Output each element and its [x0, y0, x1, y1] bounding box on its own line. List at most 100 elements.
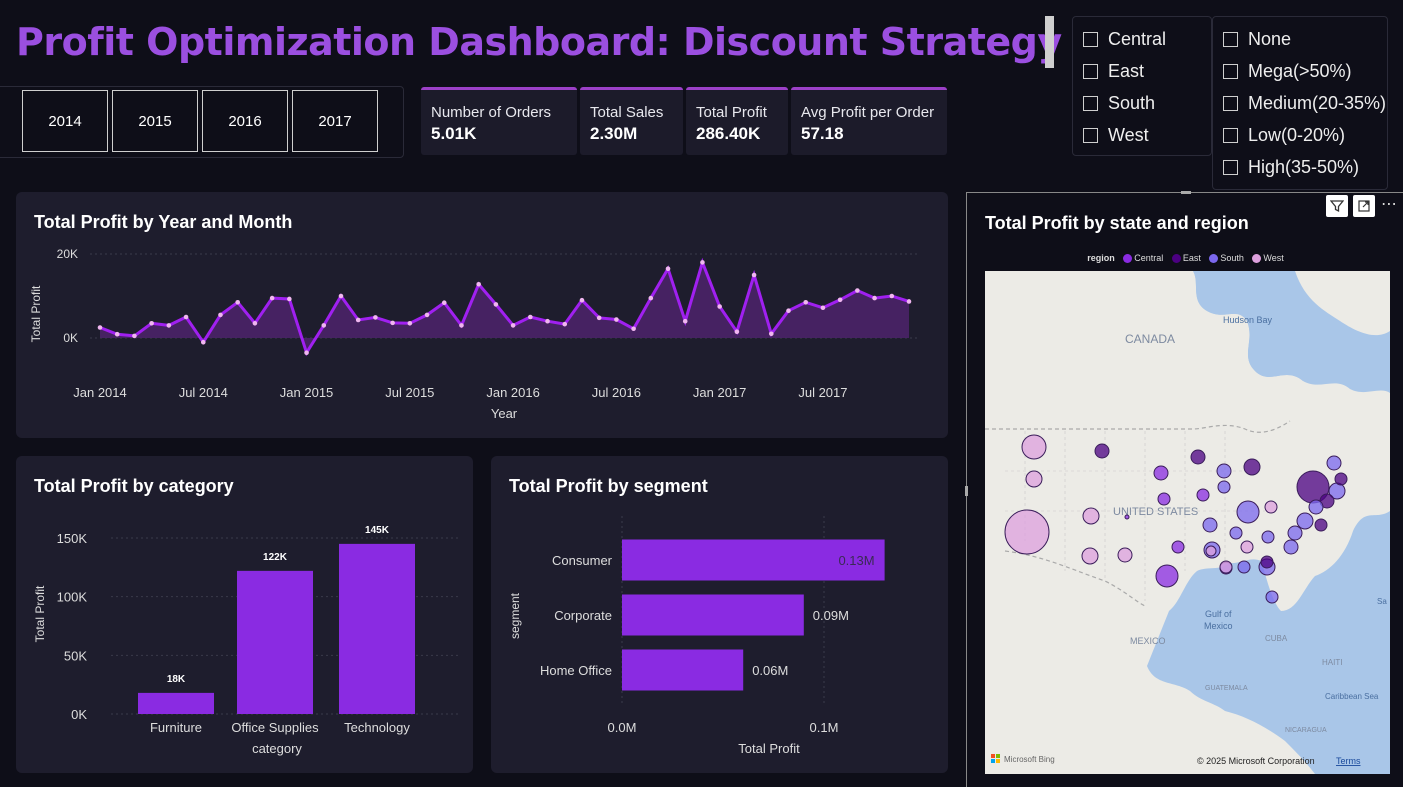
bar [138, 692, 214, 714]
region-option-central[interactable]: Central [1073, 23, 1211, 55]
bing-map[interactable]: CANADA Hudson Bay UNITED STATES MEXICO G… [985, 271, 1390, 774]
discount-option-low[interactable]: Low(0-20%) [1213, 119, 1387, 151]
y-tick-label: Home Office [540, 663, 612, 678]
kpi-label: Avg Profit per Order [801, 104, 935, 121]
kpi-card-orders: Number of Orders 5.01K [421, 87, 577, 155]
x-tick-label: Jan 2014 [73, 385, 127, 400]
checkbox-icon[interactable] [1083, 63, 1098, 79]
x-tick-label: Jul 2016 [592, 385, 641, 400]
year-button-2015[interactable]: 2015 [112, 90, 198, 152]
profit-by-state-map-panel[interactable]: ⋯ Total Profit by state and region regio… [965, 191, 1403, 787]
more-options-icon[interactable]: ⋯ [1381, 196, 1398, 213]
bing-logo-icon [991, 759, 995, 763]
legend-label: Central [1134, 253, 1164, 263]
data-point [441, 300, 447, 306]
map-label-caribbean: Caribbean Sea [1325, 692, 1379, 701]
filter-icon[interactable] [1326, 195, 1348, 217]
data-point [786, 308, 791, 313]
data-point [820, 305, 826, 311]
option-label: Mega(>50%) [1248, 60, 1352, 81]
kpi-label: Total Sales [590, 104, 664, 121]
checkbox-icon[interactable] [1223, 159, 1238, 175]
year-button-2016[interactable]: 2016 [202, 90, 288, 152]
state-profit-bubble [1117, 547, 1133, 563]
data-point [614, 317, 619, 322]
resize-handle[interactable] [965, 486, 968, 496]
region-filter: Central East South West [1072, 16, 1212, 156]
discount-option-mega[interactable]: Mega(>50%) [1213, 55, 1387, 87]
focus-mode-icon[interactable] [1353, 195, 1375, 217]
checkbox-icon[interactable] [1083, 95, 1098, 111]
terms-link[interactable]: Terms [1336, 756, 1361, 766]
state-profit-bubble [1237, 560, 1251, 574]
data-label: 122K [263, 552, 288, 563]
data-point [476, 281, 481, 287]
data-point [665, 266, 671, 271]
legend-swatch-west [1252, 254, 1262, 264]
checkbox-icon[interactable] [1223, 63, 1238, 79]
data-point [321, 323, 327, 328]
map-canvas[interactable]: CANADA Hudson Bay UNITED STATES MEXICO G… [985, 271, 1390, 774]
profit-area [100, 262, 909, 353]
kpi-card-avg-profit: Avg Profit per Order 57.18 [791, 87, 947, 155]
checkbox-icon[interactable] [1223, 31, 1238, 47]
checkbox-icon[interactable] [1223, 127, 1238, 143]
data-point [803, 300, 809, 305]
map-label-hudson: Hudson Bay [1223, 315, 1273, 325]
chart-title: Total Profit by category [34, 476, 234, 496]
data-point [252, 321, 258, 326]
data-point [579, 297, 585, 303]
profit-by-segment-panel: Total Profit by segment segment Total Pr… [491, 456, 948, 773]
map-label-gulf: Gulf of [1205, 609, 1232, 619]
bar [622, 649, 744, 691]
x-tick-label: Furniture [150, 720, 202, 735]
option-label: High(35-50%) [1248, 156, 1360, 177]
data-point [768, 331, 774, 337]
state-profit-bubble [1082, 507, 1100, 525]
discount-option-high[interactable]: High(35-50%) [1213, 151, 1387, 183]
discount-option-medium[interactable]: Medium(20-35%) [1213, 87, 1387, 119]
data-label: 18K [167, 674, 186, 685]
x-tick-label: Jan 2015 [280, 385, 334, 400]
data-label: 0.09M [813, 608, 849, 623]
checkbox-icon[interactable] [1083, 31, 1098, 47]
state-profit-bubble [1124, 514, 1130, 520]
data-point [734, 329, 740, 334]
region-option-west[interactable]: West [1073, 119, 1211, 151]
kpi-value: 5.01K [431, 124, 477, 143]
y-tick-label: 0K [71, 707, 87, 722]
state-profit-bubble [1229, 526, 1243, 540]
state-profit-bubble [1264, 500, 1278, 514]
resize-handle[interactable] [1181, 191, 1191, 194]
bing-label: Microsoft Bing [1004, 755, 1055, 764]
y-axis-label: Total Profit [29, 285, 43, 342]
region-option-south[interactable]: South [1073, 87, 1211, 119]
legend-swatch-east [1171, 254, 1181, 264]
state-profit-bubble [1240, 540, 1254, 554]
data-point [648, 295, 654, 301]
checkbox-icon[interactable] [1223, 95, 1238, 111]
state-profit-bubble [1094, 443, 1110, 459]
year-button-2014[interactable]: 2014 [22, 90, 108, 152]
data-point [906, 299, 912, 304]
x-tick-label: Jan 2017 [693, 385, 747, 400]
map-label-nicaragua: NICARAGUA [1285, 727, 1327, 734]
region-option-east[interactable]: East [1073, 55, 1211, 87]
kpi-value: 57.18 [801, 124, 844, 143]
profit-by-category-chart: Total Profit category 150K 100K 50K 0K 18K Fu… [33, 525, 461, 756]
data-point [872, 295, 877, 301]
profit-by-category-panel: Total Profit by category Total Profit ca… [16, 456, 473, 773]
state-profit-bubble [1308, 499, 1324, 515]
scrollbar-thumb[interactable] [1045, 16, 1054, 68]
checkbox-icon[interactable] [1083, 127, 1098, 143]
state-profit-bubble [1021, 434, 1047, 460]
data-point [218, 312, 223, 318]
bing-logo-icon [996, 754, 1000, 758]
data-point [596, 315, 602, 321]
discount-option-none[interactable]: None [1213, 23, 1387, 55]
data-point [459, 323, 464, 328]
data-point [631, 326, 636, 332]
year-button-2017[interactable]: 2017 [292, 90, 378, 152]
option-label: Central [1108, 28, 1167, 49]
data-point [562, 321, 568, 327]
